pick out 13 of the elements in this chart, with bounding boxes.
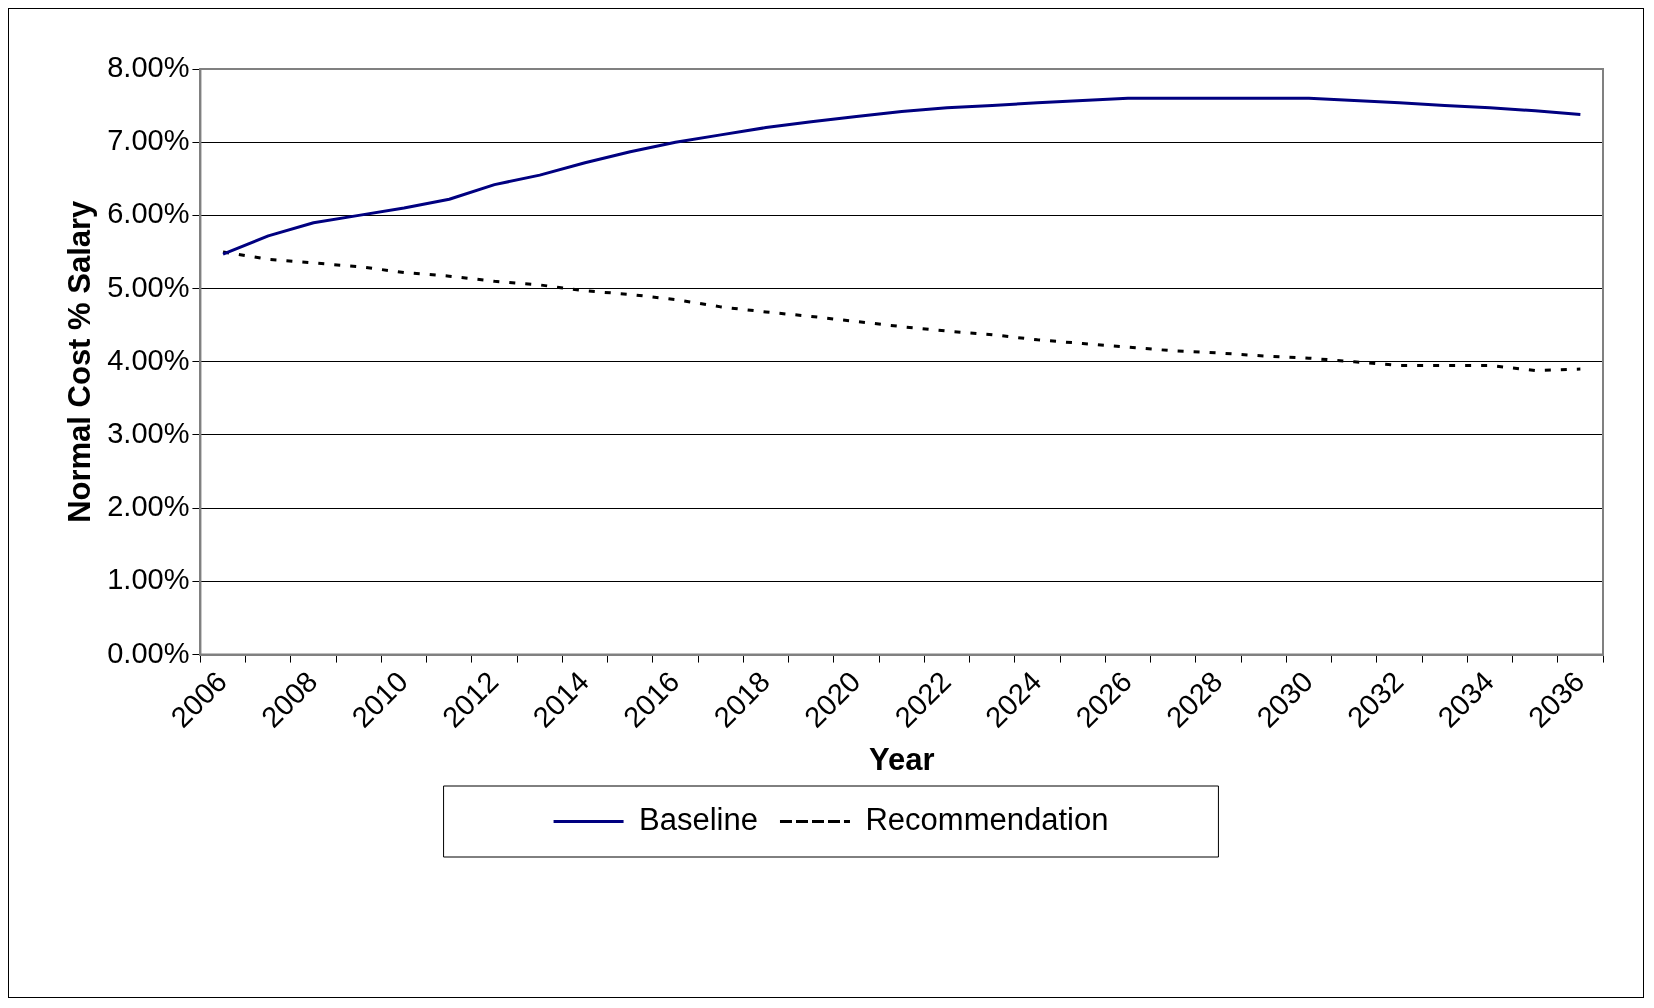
- y-tick-label: 5.00%: [107, 270, 190, 303]
- legend-label: Baseline: [639, 802, 758, 838]
- y-tick-label: 6.00%: [107, 197, 190, 230]
- y-tick-label: 7.00%: [107, 124, 190, 157]
- y-tick-label: 0.00%: [107, 636, 190, 669]
- y-tick-label: 1.00%: [107, 563, 190, 596]
- y-tick-label: 4.00%: [107, 343, 190, 376]
- x-axis-title: Year: [868, 741, 935, 777]
- y-tick-label: 8.00%: [107, 51, 190, 83]
- y-tick-label: 3.00%: [107, 416, 190, 449]
- y-axis-title: Normal Cost % Salary: [62, 199, 98, 523]
- y-tick-label: 2.00%: [107, 490, 190, 523]
- legend-label: Recommendation: [865, 802, 1109, 838]
